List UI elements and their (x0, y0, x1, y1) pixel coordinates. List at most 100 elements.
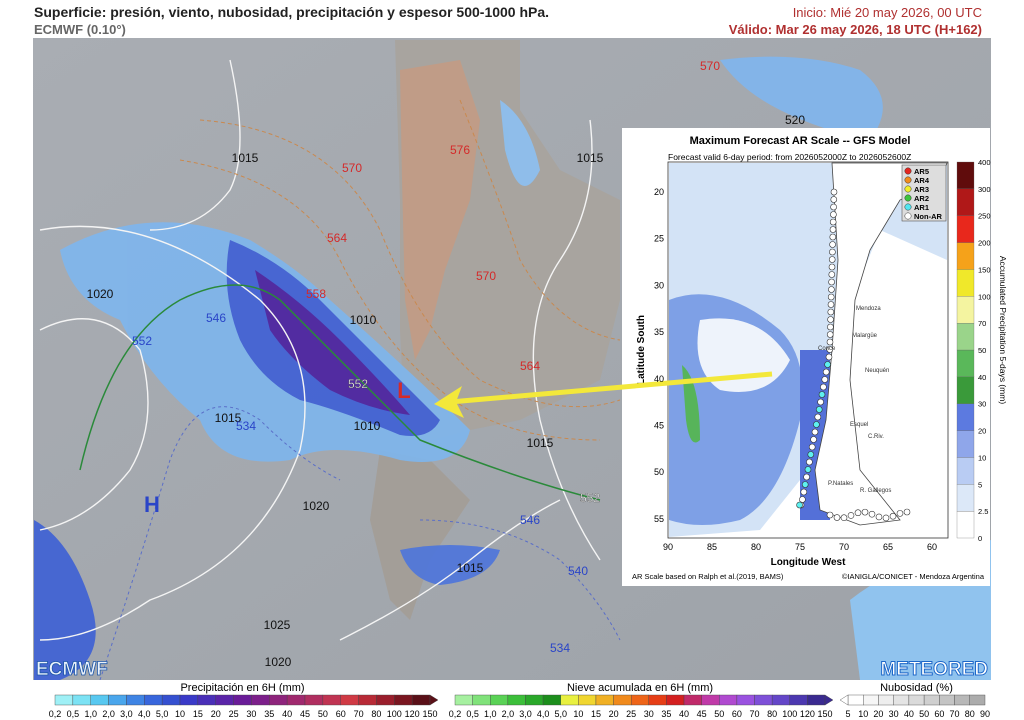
legend-label: 4,0 (138, 709, 151, 719)
inset-x-tick: 65 (883, 542, 893, 552)
colorbar-band (956, 457, 975, 485)
legend-swatch (560, 694, 579, 706)
ar-marker (810, 436, 817, 443)
andes-terrain (400, 60, 480, 360)
ar-marker (811, 428, 819, 436)
inset-place: Conce (818, 346, 836, 352)
legend-label: 2,0 (102, 709, 115, 719)
legend-swatch (863, 694, 879, 706)
legend-label: 3,0 (519, 709, 532, 719)
legend-swatch (358, 694, 377, 706)
legend-swatch (939, 694, 955, 706)
ar-marker (828, 271, 836, 278)
inset-y-tick: 55 (654, 514, 664, 524)
ecmwf-logo: ECMWF (36, 659, 108, 680)
ar-legend-label: Non-AR (914, 212, 942, 221)
inset-title: Maximum Forecast AR Scale -- GFS Model (690, 135, 911, 147)
ar-marker (817, 398, 824, 406)
inset-x-tick: 70 (839, 542, 849, 552)
map-label: 576 (450, 143, 470, 157)
legend-label: 60 (336, 709, 346, 719)
ar-legend-label: AR5 (914, 167, 929, 176)
map-label: 1015 (527, 436, 554, 450)
legend-swatch (108, 694, 127, 706)
legend-swatch (144, 694, 163, 706)
ar-marker (814, 413, 822, 421)
shape (500, 100, 540, 186)
legend-swatch (54, 694, 74, 706)
legend-label: 20 (609, 709, 619, 719)
ar-marker (826, 331, 834, 338)
ar-marker (882, 514, 890, 522)
legend-label: 120 (405, 709, 420, 719)
shape (39, 225, 306, 641)
legend-swatch (666, 694, 685, 706)
colorbar-tick: 50 (978, 346, 986, 355)
legend-label: 80 (371, 709, 381, 719)
colorbar-tick: 40 (978, 373, 986, 382)
inset-credit: AR Scale based on Ralph et al.(2019, BAM… (632, 572, 784, 581)
inset-x-tick: 60 (927, 542, 937, 552)
legend-label: 10 (175, 709, 185, 719)
ar-legend-label: AR1 (914, 203, 929, 212)
ar-marker (903, 508, 911, 516)
legend-swatch (754, 694, 773, 706)
ar-marker (818, 391, 826, 398)
inset-place: C.Riv. (868, 434, 884, 440)
legend-label: 30 (246, 709, 256, 719)
shape (255, 270, 410, 415)
legend-label: 60 (934, 709, 944, 719)
map-label: 546 (206, 311, 226, 325)
legend-label: 10 (573, 709, 583, 719)
map-label: 520 (785, 113, 805, 127)
ar-marker (822, 368, 830, 376)
legend-swatch (126, 694, 145, 706)
legend-swatch (954, 694, 970, 706)
thickness-blue (99, 406, 621, 681)
colorbar-tick: 5 (978, 480, 982, 489)
ar-marker (830, 188, 838, 196)
ar-marker (796, 501, 803, 509)
inset-place: Neuquén (865, 368, 889, 374)
ar-marker (847, 512, 855, 519)
legend-swatch (542, 694, 561, 706)
inset-place: Esquel (850, 422, 868, 428)
legend-label: 35 (264, 709, 274, 719)
colorbar-tick: 70 (978, 319, 986, 328)
ar-legend-swatch (904, 203, 912, 211)
ar-marker (801, 481, 809, 488)
ar-marker (830, 196, 838, 203)
ar-marker (827, 308, 835, 316)
legend-label: 15 (193, 709, 203, 719)
map-label: 558 (306, 287, 326, 301)
ar-marker (808, 443, 816, 451)
legend-label: 90 (980, 709, 990, 719)
inset-y-tick: 35 (654, 327, 664, 337)
inset-y-tick: 20 (654, 187, 664, 197)
legend-label: 0,2 (449, 709, 462, 719)
valid-time: Válido: Mar 26 may 2026, 18 UTC (H+162) (729, 22, 982, 37)
colorbar-band (956, 296, 975, 324)
shape (682, 365, 700, 443)
ar-legend-box (901, 164, 947, 222)
legend-label: 100 (782, 709, 797, 719)
map-label: 540 (568, 564, 588, 578)
legend-label: 1,0 (84, 709, 97, 719)
legend-label: 120 (800, 709, 815, 719)
legend-swatch (701, 694, 720, 706)
colorbar-band (956, 484, 975, 512)
ar-marker (829, 241, 836, 248)
ar-marker (896, 510, 904, 517)
colorbar-label: Accumulated Precipitation 5-days (mm) (998, 256, 1008, 405)
ar-legend-swatch (904, 176, 912, 184)
legend-swatch (454, 694, 473, 706)
pointer-arrow (434, 371, 773, 418)
ar-legend-swatch (904, 185, 912, 193)
legend-label: 3,0 (120, 709, 133, 719)
map-label: 534 (236, 419, 256, 433)
map-label: 1020 (265, 655, 292, 669)
map-label: 552 (132, 334, 152, 348)
legend-label: 1,0 (484, 709, 497, 719)
colorbar-tick: 100 (978, 292, 991, 301)
